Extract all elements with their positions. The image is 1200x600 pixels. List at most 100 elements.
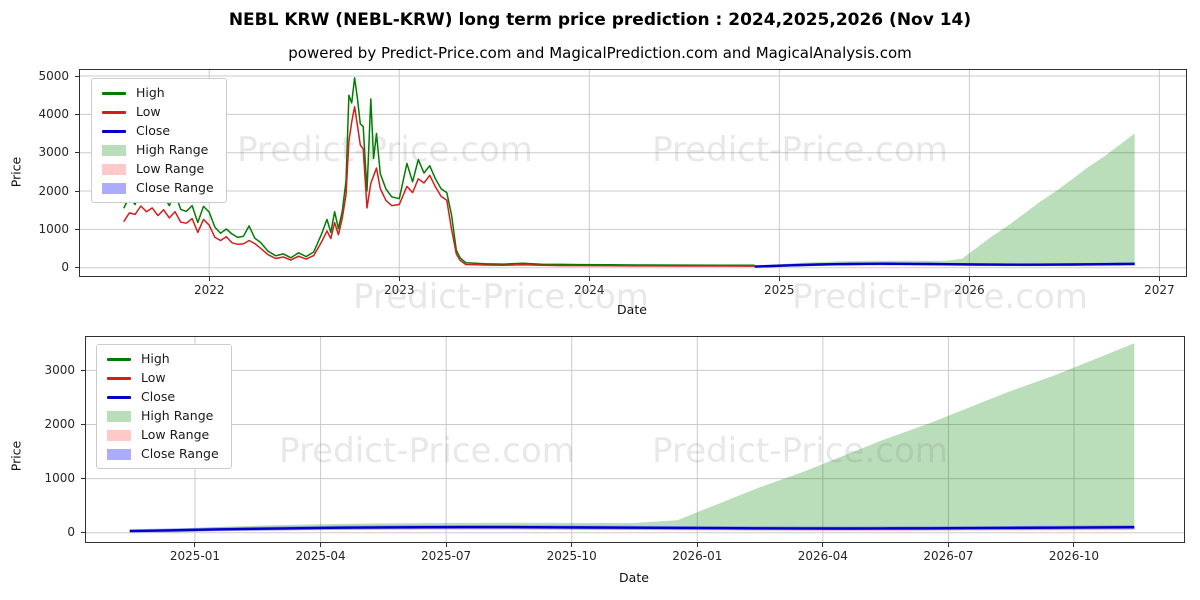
y-tick-label: 2000 — [44, 416, 75, 431]
y-tick-mark — [75, 75, 79, 77]
x-tick-mark — [696, 543, 698, 547]
y-axis-label: Price — [8, 440, 24, 472]
close-range-swatch-icon — [107, 448, 131, 460]
y-axis-label: Price — [8, 156, 24, 188]
high-range-swatch-icon — [107, 410, 131, 422]
x-tick-label: 2027 — [1144, 283, 1175, 297]
y-tick-label: 0 — [67, 525, 75, 540]
x-tick-label: 2025-01 — [169, 549, 221, 563]
legend-item-close-range: Close Range — [102, 181, 214, 195]
legend-label: Close Range — [141, 446, 219, 461]
legend-label: Close — [136, 123, 171, 138]
x-tick-label: 2026-04 — [797, 549, 848, 563]
y-tick-label: 5000 — [38, 68, 69, 83]
x-tick-label: 2025-10 — [546, 549, 597, 563]
x-tick-label: 2026 — [954, 283, 985, 297]
prediction-chart: Price Date High Low Close High Range Low… — [0, 330, 1200, 600]
y-tick-mark — [81, 478, 85, 480]
x-tick-mark — [445, 543, 447, 547]
x-tick-mark — [947, 543, 949, 547]
legend: High Low Close High Range Low Range Clos… — [96, 344, 232, 469]
y-tick-mark — [81, 532, 85, 534]
x-tick-label: 2022 — [193, 283, 225, 297]
x-tick-mark — [588, 277, 590, 281]
x-axis-label: Date — [619, 570, 649, 585]
legend-label: Low Range — [141, 427, 210, 442]
high-line — [123, 77, 755, 267]
page-subtitle: powered by Predict-Price.com and Magical… — [288, 44, 912, 62]
y-tick-mark — [81, 369, 85, 371]
x-tick-mark — [398, 277, 400, 281]
x-tick-label: 2025-04 — [295, 549, 346, 563]
x-tick-mark — [778, 277, 780, 281]
low-line — [123, 105, 755, 267]
y-tick-mark — [75, 228, 79, 230]
price-history-chart: Price Date High Low Close High Range Low… — [8, 68, 1187, 317]
y-tick-mark — [75, 152, 79, 154]
legend-label: High Range — [136, 142, 209, 157]
x-tick-mark — [1073, 543, 1075, 547]
legend-label: High — [136, 85, 165, 100]
x-tick-mark — [968, 277, 970, 281]
high-line-swatch-icon — [102, 91, 126, 95]
high-range-area — [129, 343, 1135, 532]
legend-label: Low Range — [136, 161, 205, 176]
x-tick-label: 2025-07 — [421, 549, 472, 563]
legend: High Low Close High Range Low Range Clos… — [91, 78, 227, 203]
close-line-swatch-icon — [102, 129, 126, 133]
y-tick-label: 4000 — [38, 106, 69, 121]
x-tick-label: 2026-01 — [672, 549, 723, 563]
y-tick-label: 2000 — [38, 183, 69, 198]
x-tick-mark — [1158, 277, 1160, 281]
x-tick-mark — [822, 543, 824, 547]
x-tick-label: 2024 — [574, 283, 605, 297]
low-range-swatch-icon — [107, 429, 131, 441]
y-tick-label: 3000 — [38, 145, 69, 160]
x-tick-label: 2023 — [383, 283, 415, 297]
legend-item-close-range: Close Range — [107, 447, 219, 461]
high-line-swatch-icon — [107, 357, 131, 361]
legend-label: Close — [141, 389, 176, 404]
page-title: NEBL KRW (NEBL-KRW) long term price pred… — [228, 10, 972, 30]
x-tick-mark — [208, 277, 210, 281]
close-line — [754, 262, 1135, 268]
legend-item-low-range: Low Range — [102, 162, 214, 176]
close-range-swatch-icon — [102, 182, 126, 194]
high-range-area — [754, 133, 1135, 267]
y-tick-label: 0 — [61, 260, 69, 275]
bottom-plot-area: High Low Close High Range Low Range Clos… — [85, 336, 1185, 543]
top-plot-area: High Low Close High Range Low Range Clos… — [79, 69, 1187, 277]
low-line-swatch-icon — [102, 110, 126, 114]
legend-item-low: Low — [107, 371, 219, 385]
y-tick-mark — [81, 423, 85, 425]
close-line — [129, 525, 1135, 533]
legend-item-high-range: High Range — [107, 409, 219, 423]
y-tick-mark — [75, 267, 79, 269]
y-tick-label: 1000 — [44, 471, 75, 486]
y-tick-label: 1000 — [38, 221, 69, 236]
legend-item-low-range: Low Range — [107, 428, 219, 442]
x-tick-label: 2025 — [764, 283, 795, 297]
legend-label: High Range — [141, 408, 214, 423]
x-tick-mark — [571, 543, 573, 547]
x-tick-mark — [194, 543, 196, 547]
legend-label: Low — [141, 370, 166, 385]
legend-label: Low — [136, 104, 161, 119]
legend-label: Close Range — [136, 180, 214, 195]
x-axis-label: Date — [617, 302, 647, 317]
y-tick-mark — [75, 113, 79, 115]
legend-item-close: Close — [102, 124, 214, 138]
legend-item-low: Low — [102, 105, 214, 119]
legend-item-high: High — [102, 86, 214, 100]
legend-item-close: Close — [107, 390, 219, 404]
x-tick-label: 2026-07 — [923, 549, 974, 563]
legend-item-high-range: High Range — [102, 143, 214, 157]
top-plot-canvas — [80, 70, 1186, 276]
low-line-swatch-icon — [107, 376, 131, 380]
y-tick-mark — [75, 190, 79, 192]
bottom-plot-canvas — [86, 337, 1184, 542]
close-line-swatch-icon — [107, 395, 131, 399]
high-range-swatch-icon — [102, 144, 126, 156]
legend-item-high: High — [107, 352, 219, 366]
legend-label: High — [141, 351, 170, 366]
